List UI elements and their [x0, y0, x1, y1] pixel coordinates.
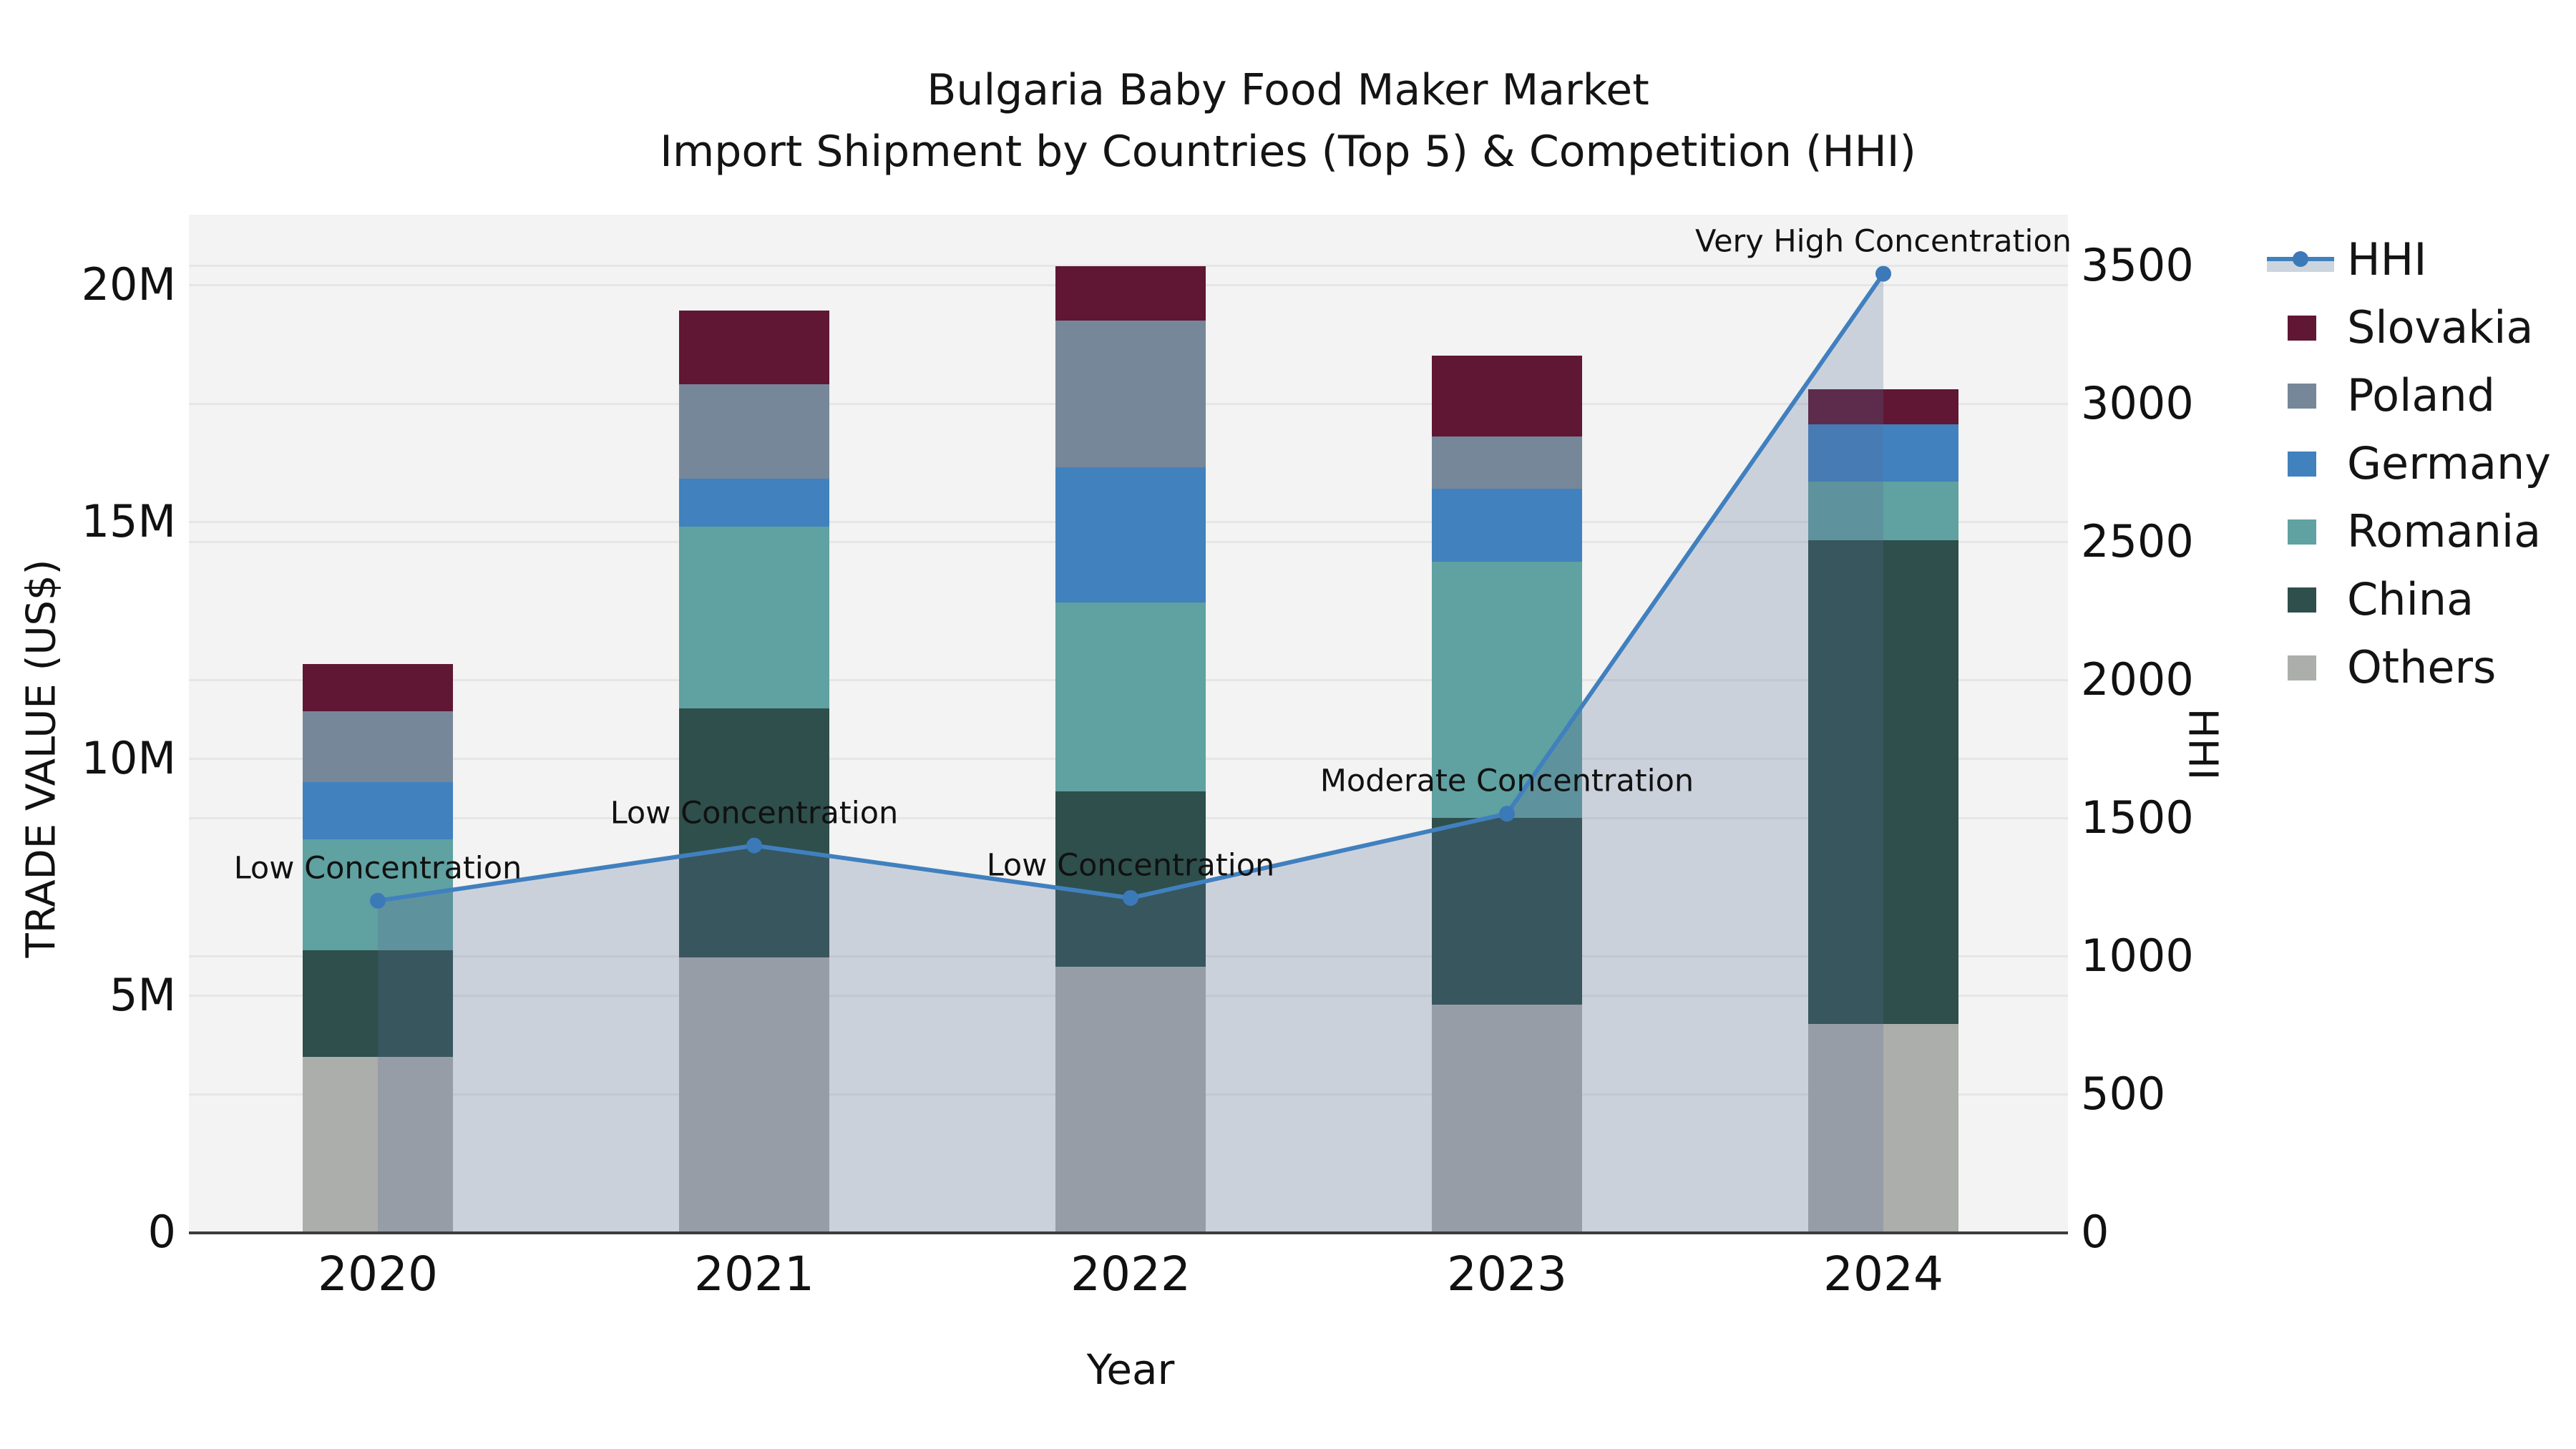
y-left-tick-15M: 15M: [81, 495, 176, 547]
y-left-tick-5M: 5M: [109, 969, 176, 1021]
bar-segment-slovakia-2021: [679, 311, 829, 385]
gridline-hhi-3500: [189, 264, 2068, 267]
bar-segment-romania-2023: [1432, 562, 1582, 818]
bar-segment-china-2024: [1808, 540, 1958, 1024]
germany-swatch-icon: [2288, 452, 2316, 477]
chart-title-block: Bulgaria Baby Food Maker Market Import S…: [0, 0, 2576, 173]
bar-segment-germany-2021: [679, 479, 829, 527]
hhi-line-layer: [370, 265, 1891, 1232]
bar-segment-others-2023: [1432, 1005, 1582, 1232]
bar-segment-china-2022: [1055, 791, 1206, 967]
y-right-tick-2000: 2000: [2081, 653, 2194, 706]
y-left-tick-10M: 10M: [81, 732, 176, 784]
y-right-tick-500: 500: [2081, 1068, 2166, 1120]
bar-segment-slovakia-2024: [1808, 389, 1958, 425]
bar-segment-others-2022: [1055, 967, 1206, 1232]
bar-segment-others-2024: [1808, 1023, 1958, 1232]
legend-label-china: China: [2347, 573, 2474, 625]
bar-segment-slovakia-2022: [1055, 265, 1206, 321]
y-right-tick-1000: 1000: [2081, 930, 2194, 982]
bar-segment-romania-2022: [1055, 602, 1206, 792]
legend-label-romania: Romania: [2347, 505, 2542, 557]
legend-label-slovakia: Slovakia: [2347, 301, 2534, 353]
x-axis-line: [189, 1231, 2068, 1234]
romania-swatch-icon: [2288, 519, 2316, 545]
chart-title-line-2: Import Shipment by Countries (Top 5) & C…: [660, 127, 1916, 177]
x-tick-2024: 2024: [1823, 1246, 1943, 1302]
plot-area: [189, 215, 2068, 1232]
annotation-2022: Low Concentration: [986, 847, 1275, 884]
bar-segment-others-2020: [303, 1057, 453, 1232]
legend-label-others: Others: [2347, 641, 2497, 693]
hhi-area-fill: [378, 273, 1883, 1232]
y-left-tick-20M: 20M: [81, 258, 176, 311]
slovakia-swatch-icon: [2288, 316, 2316, 341]
bar-segment-china-2023: [1432, 817, 1582, 1005]
bar-segment-china-2020: [303, 950, 453, 1058]
x-tick-2022: 2022: [1070, 1246, 1191, 1302]
y-right-tick-1500: 1500: [2081, 791, 2194, 844]
bar-segment-china-2021: [679, 708, 829, 958]
x-tick-2021: 2021: [694, 1246, 814, 1302]
bar-segment-romania-2021: [679, 526, 829, 709]
hhi-point-2024: [1875, 265, 1891, 282]
hhi-point-2021: [746, 837, 762, 854]
legend-label-germany: Germany: [2347, 437, 2551, 489]
poland-swatch-icon: [2288, 384, 2316, 409]
bar-segment-poland-2020: [303, 711, 453, 783]
y-left-tick-0: 0: [147, 1206, 176, 1258]
y-right-tick-3500: 3500: [2081, 239, 2194, 291]
annotation-2021: Low Concentration: [610, 795, 899, 831]
x-axis-title: Year: [1086, 1345, 1175, 1394]
bar-segment-poland-2022: [1055, 320, 1206, 467]
bar-segment-slovakia-2020: [303, 663, 453, 711]
chart-title-line-1: Bulgaria Baby Food Maker Market: [927, 65, 1649, 115]
hhi-point-2023: [1499, 806, 1515, 822]
x-tick-2020: 2020: [318, 1246, 438, 1302]
legend-label-hhi: HHI: [2347, 233, 2427, 286]
hhi-point-2020: [370, 892, 386, 909]
legend-label-poland: Poland: [2347, 369, 2495, 421]
bar-segment-germany-2023: [1432, 488, 1582, 562]
china-swatch-icon: [2288, 587, 2316, 613]
annotation-2020: Low Concentration: [233, 850, 522, 887]
hhi-legend-marker-icon: [2293, 251, 2308, 267]
bar-segment-others-2021: [679, 957, 829, 1232]
y-axis-right-title: HHI: [2179, 708, 2226, 781]
legend: HHI Slovakia Poland Germany Romania China Othe…: [2254, 222, 2576, 723]
x-tick-2023: 2023: [1447, 1246, 1567, 1302]
bar-segment-germany-2024: [1808, 424, 1958, 482]
bar-segment-poland-2023: [1432, 436, 1582, 489]
annotation-2023: Moderate Concentration: [1319, 763, 1694, 799]
bar-segment-slovakia-2023: [1432, 356, 1582, 436]
hhi-point-2022: [1123, 889, 1138, 906]
y-right-tick-0: 0: [2081, 1206, 2109, 1258]
bar-segment-poland-2021: [679, 384, 829, 479]
y-axis-left-title: TRADE VALUE (US$): [18, 559, 65, 958]
bar-segment-germany-2022: [1055, 467, 1206, 602]
annotation-2024: Very High Concentration: [1694, 223, 2072, 260]
bar-segment-germany-2020: [303, 782, 453, 839]
bar-segment-romania-2024: [1808, 481, 1958, 541]
y-right-tick-2500: 2500: [2081, 515, 2194, 567]
y-right-tick-3000: 3000: [2081, 377, 2194, 429]
others-swatch-icon: [2288, 655, 2316, 680]
